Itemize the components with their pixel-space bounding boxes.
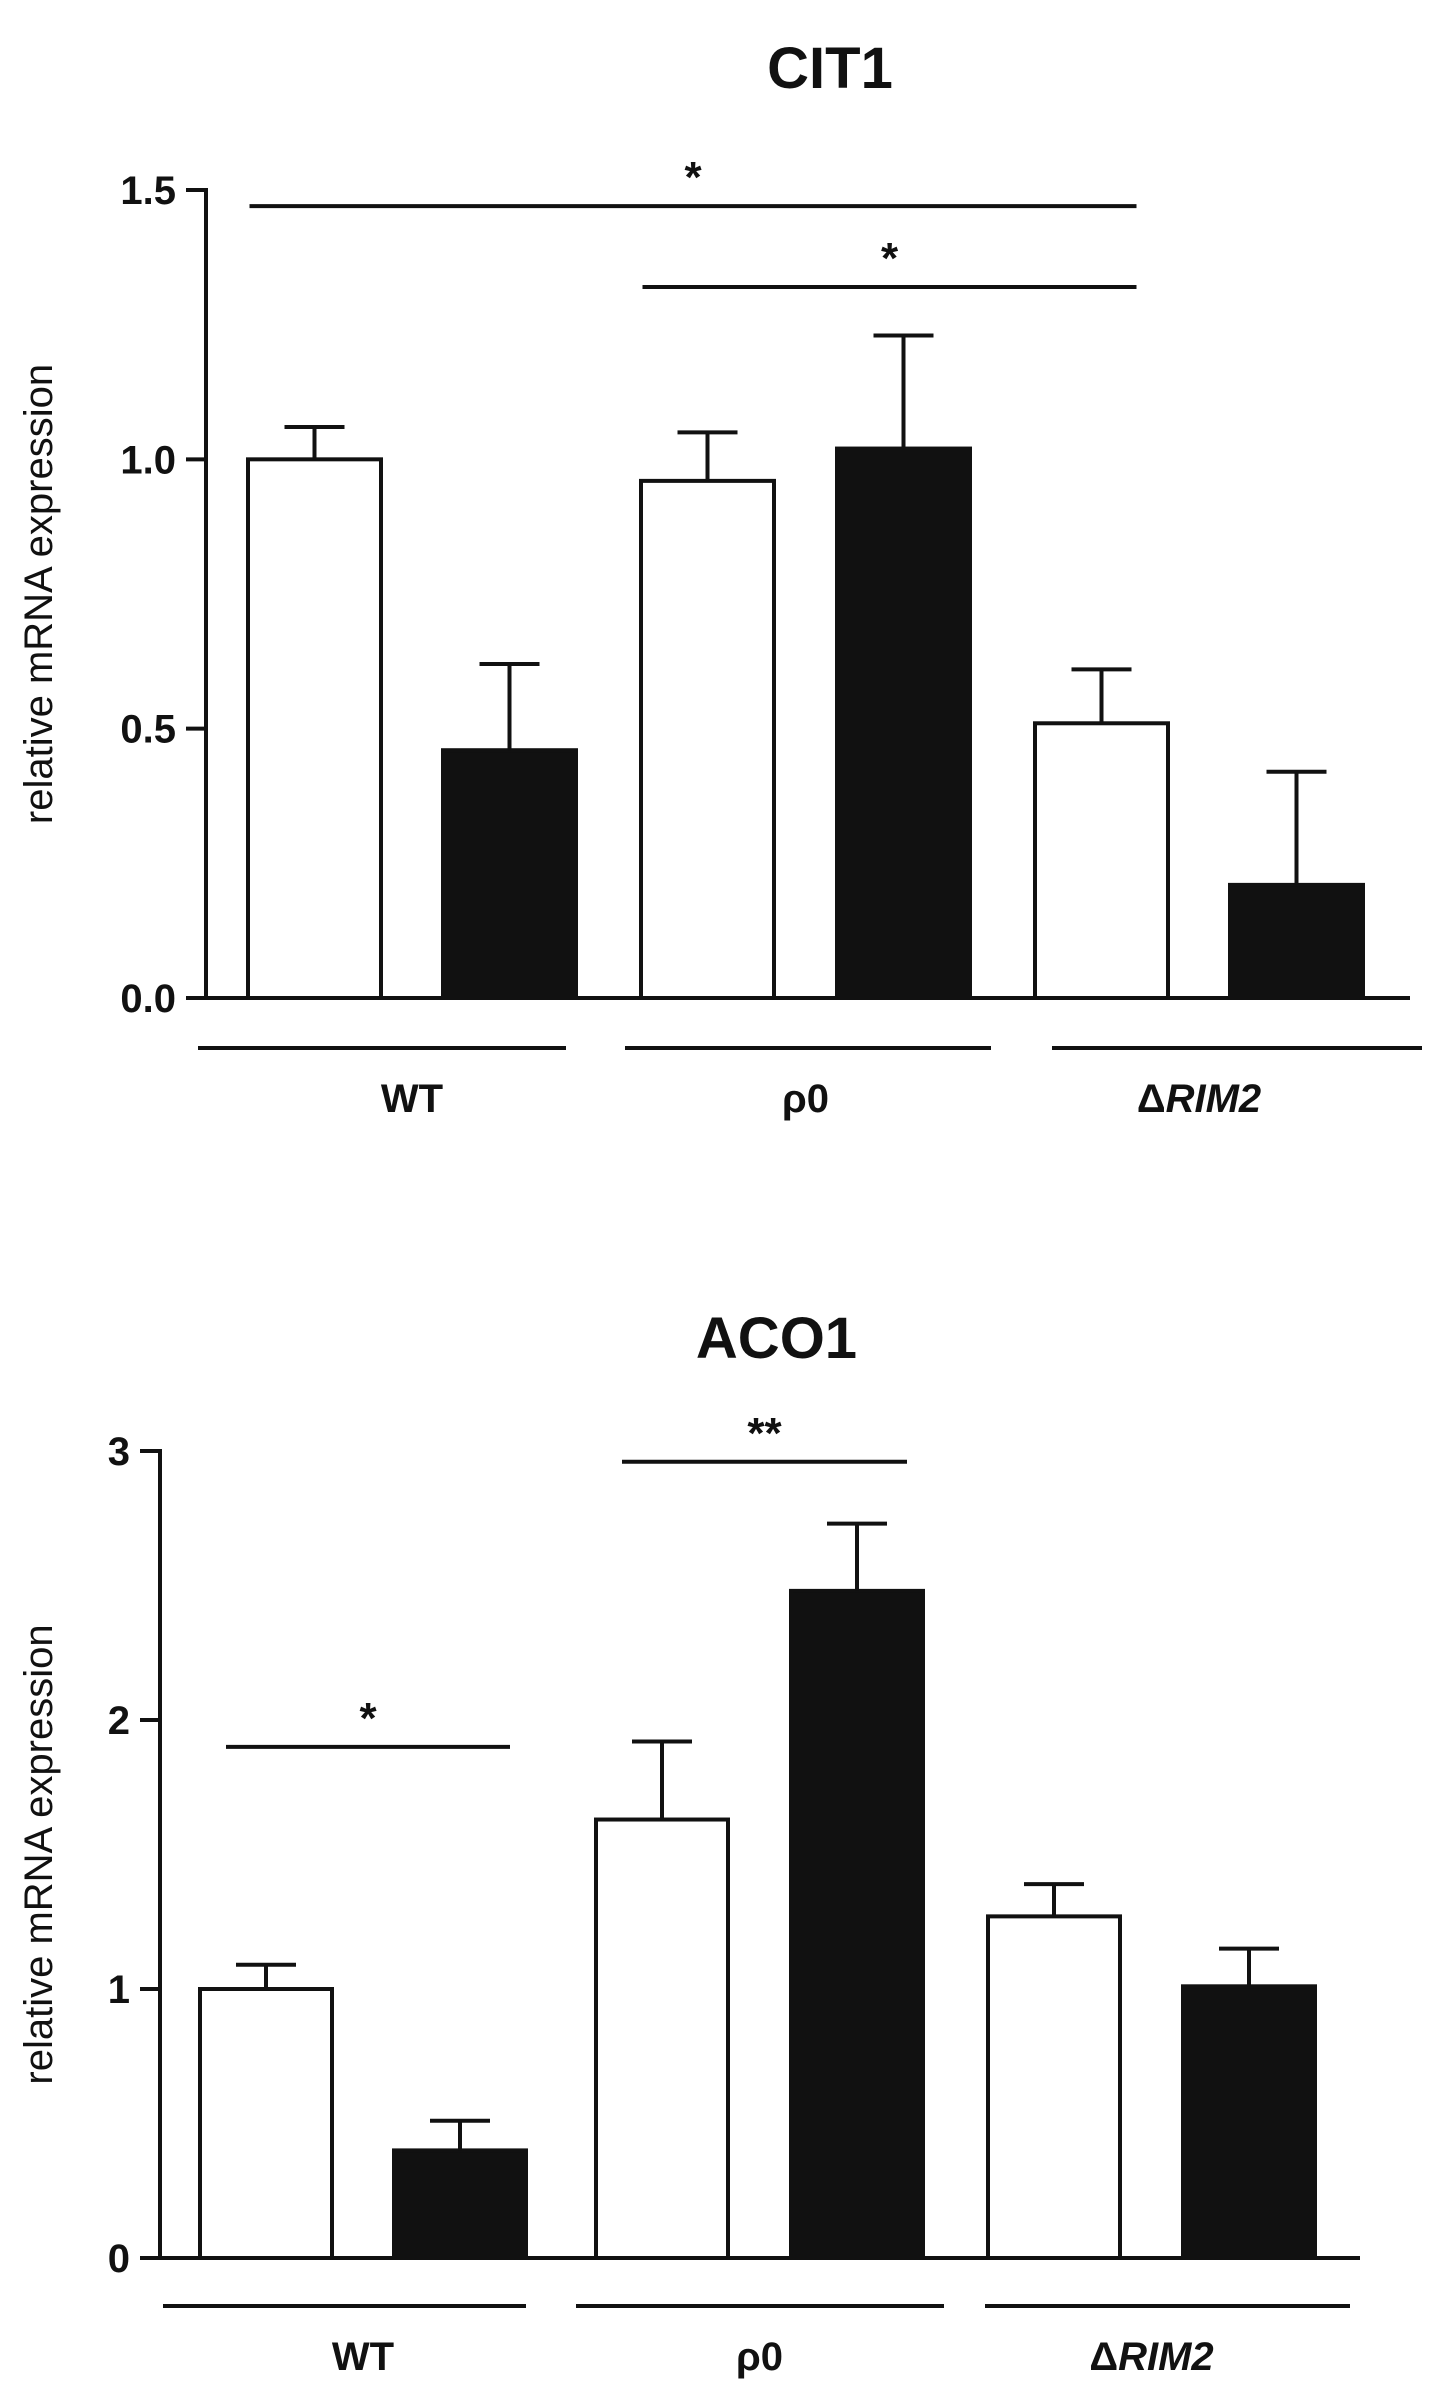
bar-WT-open [246, 457, 383, 1001]
y-axis-label: relative mRNA expression [17, 1624, 61, 2084]
y-tick-label: 1.5 [120, 169, 176, 213]
bar-WT-filled [441, 748, 578, 1000]
y-tick-label: 1.0 [120, 438, 176, 482]
group-label: WT [381, 1077, 443, 1121]
chart-aco1: ACO1 relative mRNA expression 0 1 2 3 WT ρ0 ΔRIM… [17, 1306, 1360, 2379]
bar-drim2-open [986, 1914, 1122, 2260]
group-label: ρ0 [736, 2335, 783, 2379]
chart-title: CIT1 [767, 36, 893, 101]
significance-marker: ** [747, 1409, 782, 1458]
bar-rho0-open [639, 478, 776, 1000]
group-label: WT [332, 2335, 394, 2379]
y-axis-label: relative mRNA expression [17, 364, 61, 824]
significance-marker: * [684, 153, 702, 202]
y-tick-label: 3 [108, 1430, 130, 1474]
y-tick-label: 0 [108, 2237, 130, 2281]
y-tick-label: 1 [108, 1968, 130, 2012]
bar-drim2-open [1033, 721, 1170, 1001]
significance-marker: * [359, 1694, 377, 1743]
bar-rho0-open [594, 1817, 730, 2261]
bar-drim2-filled [1228, 882, 1365, 1001]
y-tick-label: 0.5 [120, 708, 176, 752]
bar-rho0-filled [835, 446, 972, 1000]
y-tick-label: 0.0 [120, 977, 176, 1021]
y-tick-label: 2 [108, 1699, 130, 1743]
bar-WT-open [198, 1987, 334, 2260]
chart-cit1: CIT1 relative mRNA expression 0.0 0.5 1.0 1.5… [17, 36, 1422, 1121]
chart-title: ACO1 [696, 1306, 857, 1371]
group-label: ΔRIM2 [1137, 1077, 1261, 1121]
bar-WT-filled [392, 2148, 528, 2260]
group-label: ρ0 [782, 1077, 829, 1121]
group-label: ΔRIM2 [1089, 2335, 1213, 2379]
significance-marker: * [881, 234, 899, 283]
bar-drim2-filled [1181, 1984, 1317, 2261]
bar-rho0-filled [789, 1588, 925, 2260]
